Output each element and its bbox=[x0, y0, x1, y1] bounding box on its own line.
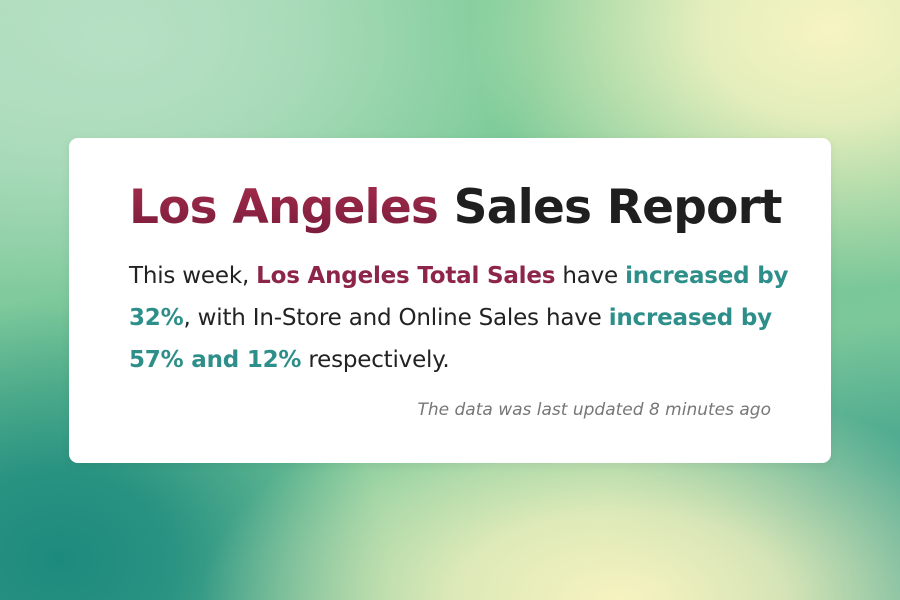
report-title-rest: Sales Report bbox=[453, 180, 783, 235]
summary-intro: This week, bbox=[129, 263, 257, 289]
report-summary: This week, Los Angeles Total Sales have … bbox=[129, 255, 809, 381]
summary-channels: , with In-Store and Online Sales have bbox=[183, 305, 609, 331]
summary-have: have bbox=[555, 263, 626, 289]
sales-report-card: Los Angeles Sales Report This week, Los … bbox=[69, 138, 831, 463]
report-title-city: Los Angeles bbox=[129, 180, 439, 235]
summary-total-increase: increased by 32% bbox=[129, 263, 789, 331]
last-updated-note: The data was last updated 8 minutes ago bbox=[417, 400, 771, 420]
summary-city-total: Los Angeles Total Sales bbox=[256, 263, 556, 289]
summary-ending: respectively. bbox=[301, 347, 450, 373]
summary-channel-increase: increased by 57% and 12% bbox=[129, 305, 772, 373]
report-title: Los Angeles Sales Report bbox=[129, 178, 782, 238]
